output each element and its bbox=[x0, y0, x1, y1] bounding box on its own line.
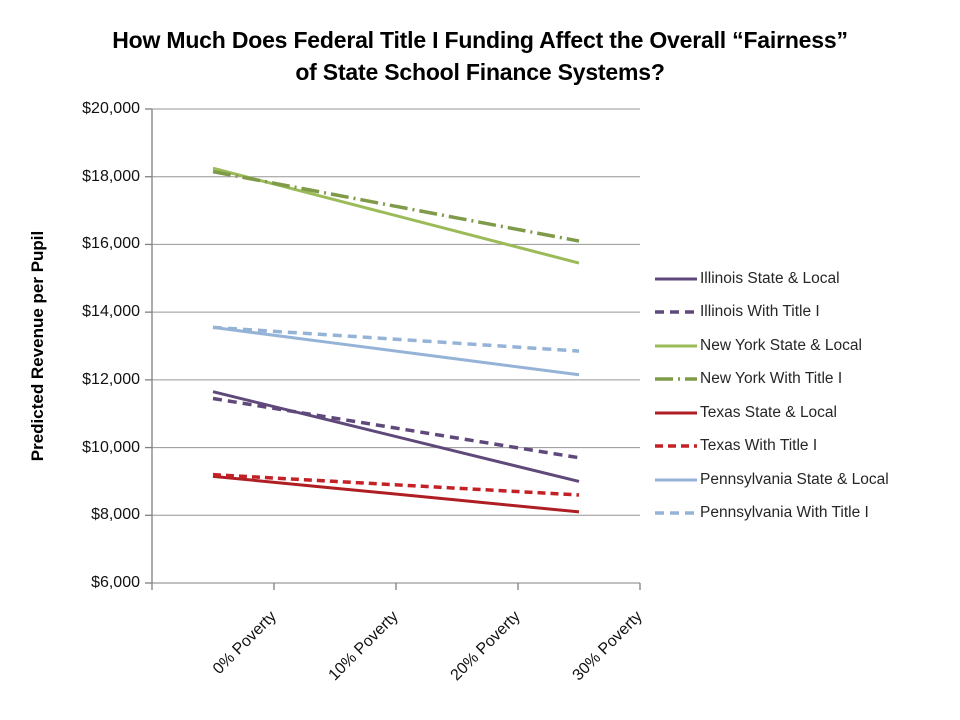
y-tick-label: $20,000 bbox=[82, 100, 140, 117]
legend-line-swatch-icon bbox=[655, 411, 697, 415]
y-tick-label: $16,000 bbox=[82, 235, 140, 253]
chart-title-line1: How Much Does Federal Title I Funding Af… bbox=[112, 27, 848, 53]
legend-line-swatch-icon bbox=[655, 344, 697, 348]
y-tick-label: $10,000 bbox=[82, 438, 140, 456]
chart-title-line2: of State School Finance Systems? bbox=[295, 59, 665, 85]
legend-line-swatch-icon bbox=[655, 511, 697, 515]
legend-item-label: Pennsylvania With Title I bbox=[700, 504, 869, 522]
legend-line-swatch-icon bbox=[655, 478, 697, 482]
legend-item-label: Illinois State & Local bbox=[700, 269, 840, 287]
legend-item-label: Pennsylvania State & Local bbox=[700, 470, 889, 488]
chart-title: How Much Does Federal Title I Funding Af… bbox=[0, 24, 960, 88]
legend-item-label: New York State & Local bbox=[700, 336, 862, 354]
legend-item: Texas State & Local bbox=[655, 396, 955, 430]
series-line bbox=[212, 396, 580, 460]
series-line bbox=[212, 325, 580, 377]
series-line bbox=[212, 325, 580, 353]
series-line bbox=[212, 390, 580, 483]
legend-item-label: New York With Title I bbox=[700, 370, 843, 388]
legend-line-swatch-icon bbox=[655, 377, 697, 381]
series-line bbox=[212, 166, 580, 265]
legend-line-swatch-icon bbox=[655, 444, 697, 448]
y-tick-label: $6,000 bbox=[91, 574, 140, 591]
series-line bbox=[212, 474, 580, 514]
legend-item: Pennsylvania With Title I bbox=[655, 497, 955, 531]
legend-item-label: Texas With Title I bbox=[700, 437, 818, 455]
legend-item: New York State & Local bbox=[655, 329, 955, 363]
series-line bbox=[212, 472, 580, 497]
legend-item: Texas With Title I bbox=[655, 430, 955, 464]
legend-item: Illinois With Title I bbox=[655, 296, 955, 330]
legend-item: New York With Title I bbox=[655, 363, 955, 397]
legend-item: Illinois State & Local bbox=[655, 262, 955, 296]
y-tick-label: $18,000 bbox=[82, 167, 140, 185]
legend-item-label: Illinois With Title I bbox=[700, 303, 820, 321]
y-tick-label: $12,000 bbox=[82, 370, 140, 388]
legend-line-swatch-icon bbox=[655, 310, 697, 314]
y-tick-label: $14,000 bbox=[82, 303, 140, 321]
chart-legend: Illinois State & Local Illinois With Titl… bbox=[655, 262, 955, 530]
legend-line-swatch-icon bbox=[655, 277, 697, 281]
legend-item: Pennsylvania State & Local bbox=[655, 463, 955, 497]
legend-item-label: Texas State & Local bbox=[700, 403, 837, 421]
y-tick-label: $8,000 bbox=[91, 506, 140, 524]
series-line bbox=[212, 169, 580, 243]
